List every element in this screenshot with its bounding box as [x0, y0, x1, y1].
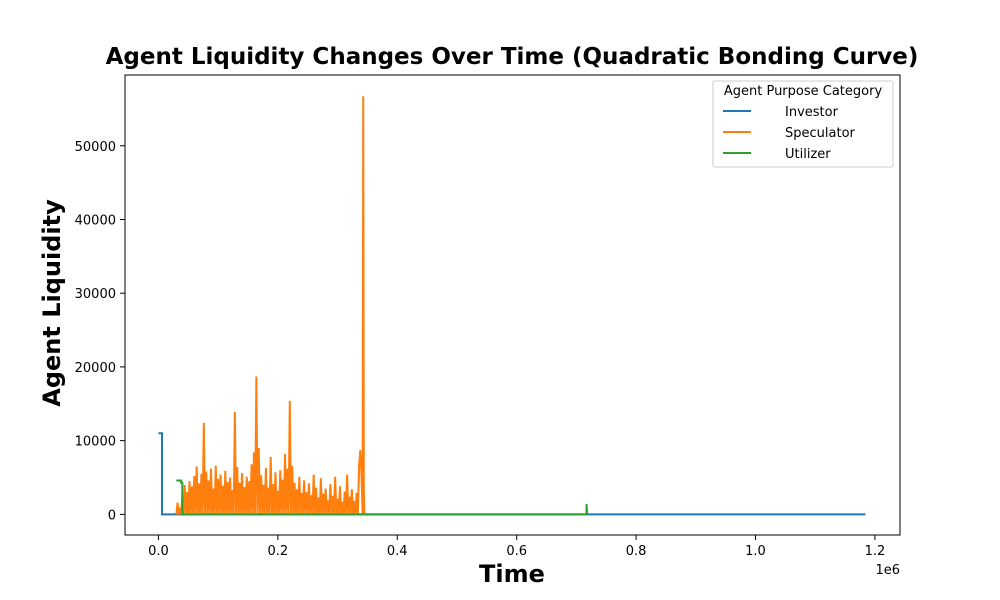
y-tick-label: 40000 [75, 213, 116, 228]
legend-entries: Investor Speculator Utilizer [723, 105, 856, 162]
chart-title: Agent Liquidity Changes Over Time (Quadr… [106, 44, 919, 70]
y-axis: 0 10000 20000 30000 40000 50000 [75, 140, 125, 523]
legend-box [712, 80, 894, 168]
legend-label-speculator: Speculator [785, 126, 856, 141]
y-tick-label: 50000 [75, 140, 116, 155]
x-axis: 0.0 0.2 0.4 0.6 0.8 1.0 1.2 [148, 535, 885, 559]
plot-frame [124, 74, 901, 536]
x-axis-title: Time [479, 560, 545, 588]
x-axis-offset-label: 1e6 [875, 563, 900, 578]
legend-label-investor: Investor [785, 105, 839, 120]
series-line-speculator [175, 96, 366, 515]
y-tick-label: 30000 [75, 287, 116, 302]
x-tick-label: 1.2 [865, 544, 886, 559]
x-tick-label: 0.6 [506, 544, 527, 559]
y-tick-label: 20000 [75, 361, 116, 376]
x-tick-label: 0.8 [626, 544, 647, 559]
series-layer [158, 96, 866, 516]
y-tick-label: 10000 [75, 435, 116, 450]
x-tick-label: 0.2 [268, 544, 289, 559]
legend: Agent Purpose Category Investor Speculato… [712, 80, 894, 168]
legend-label-utilizer: Utilizer [785, 147, 831, 162]
y-tick-label: 0 [108, 508, 116, 523]
legend-title: Agent Purpose Category [724, 84, 883, 99]
series-line-utilizer [176, 479, 589, 516]
x-tick-label: 0.0 [148, 544, 169, 559]
x-tick-label: 0.4 [387, 544, 408, 559]
y-axis-title: Agent Liquidity [38, 199, 66, 407]
x-tick-label: 1.0 [745, 544, 766, 559]
